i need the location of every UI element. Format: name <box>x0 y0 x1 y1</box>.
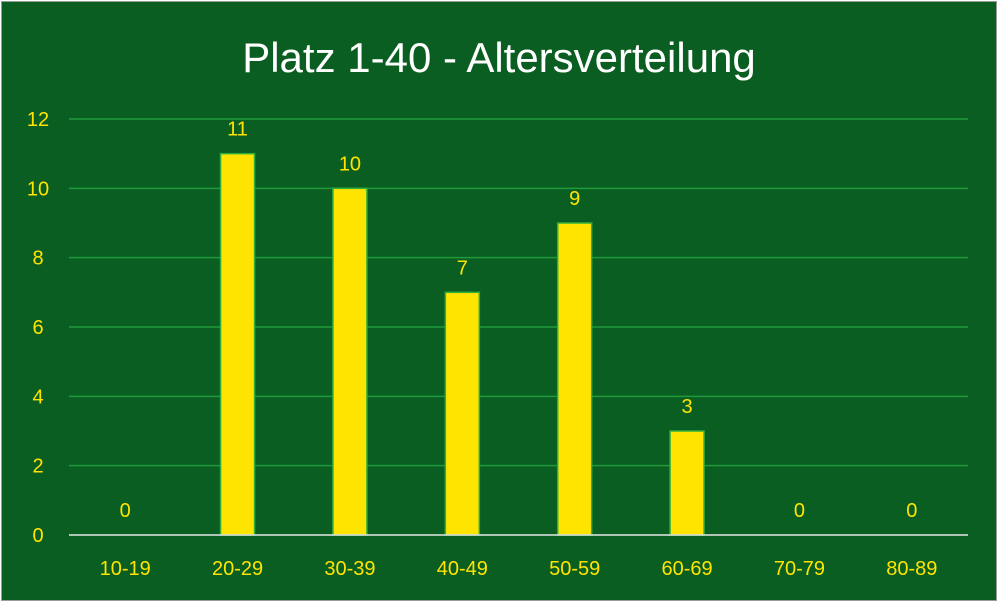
chart-title: Platz 1-40 - Altersverteilung <box>242 34 756 81</box>
x-tick-label: 80-89 <box>886 558 937 580</box>
x-tick-label: 50-59 <box>549 558 600 580</box>
data-label-80-89: 0 <box>906 500 917 522</box>
x-tick-label: 30-39 <box>324 558 375 580</box>
data-label-60-69: 3 <box>682 396 693 418</box>
data-labels: 0 11 10 7 9 3 0 0 <box>120 119 918 522</box>
bars <box>219 152 705 536</box>
data-label-10-19: 0 <box>120 500 131 522</box>
y-tick-label: 4 <box>32 386 43 408</box>
data-label-50-59: 9 <box>569 188 580 210</box>
x-axis-tick-labels: 10-19 20-29 30-39 40-49 50-59 60-69 70-79 80-89 <box>100 558 938 580</box>
bar-30-39 <box>332 187 368 536</box>
data-label-20-29: 11 <box>227 119 248 141</box>
bar-20-29 <box>219 152 256 536</box>
y-tick-label: 8 <box>32 248 43 270</box>
x-tick-label: 70-79 <box>774 558 825 580</box>
y-tick-label: 0 <box>32 525 43 547</box>
x-tick-label: 60-69 <box>661 558 712 580</box>
y-tick-label: 12 <box>27 109 49 131</box>
y-tick-label: 10 <box>27 178 49 200</box>
bar-50-59 <box>556 222 593 536</box>
y-tick-label: 2 <box>32 456 43 478</box>
bar-40-49 <box>444 291 481 536</box>
bar-60-69 <box>669 430 705 536</box>
data-label-40-49: 7 <box>457 257 468 279</box>
y-tick-label: 6 <box>32 317 43 339</box>
grid-lines <box>69 118 968 467</box>
data-label-30-39: 10 <box>339 153 361 175</box>
x-tick-label: 10-19 <box>100 558 151 580</box>
x-tick-label: 20-29 <box>212 558 263 580</box>
data-label-70-79: 0 <box>794 500 805 522</box>
x-tick-label: 40-49 <box>437 558 488 580</box>
y-axis-tick-labels: 0 2 4 6 8 10 12 <box>27 109 49 547</box>
